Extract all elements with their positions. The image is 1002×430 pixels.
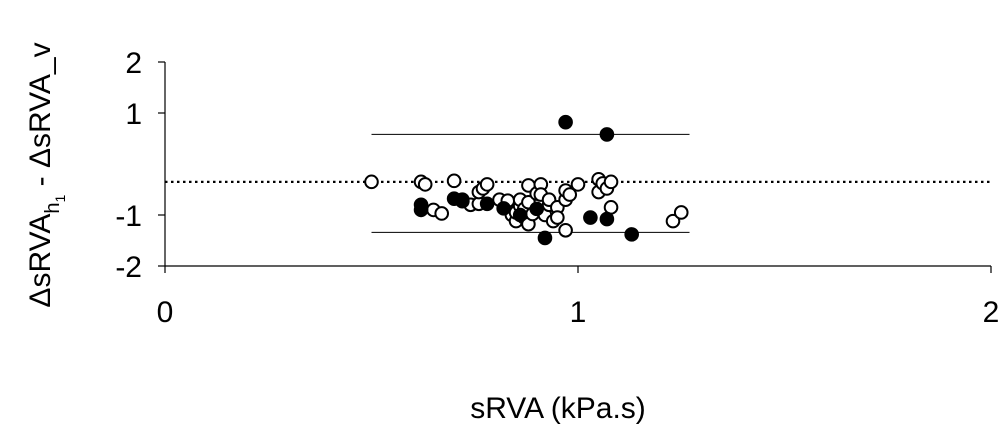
open-point — [673, 205, 689, 220]
y-tick-label: -2 — [115, 251, 142, 284]
open-point — [434, 206, 450, 221]
data-points — [364, 114, 689, 246]
filled-point — [413, 202, 429, 218]
x-axis-title: sRVA (kPa.s) — [470, 392, 646, 425]
filled-point — [455, 193, 470, 209]
open-point — [603, 200, 619, 215]
y-axis-title-sub-h: h — [42, 203, 64, 214]
y-axis-title: ΔsRVAh1 - ΔsRVA_v — [24, 42, 68, 307]
x-tick-label: 0 — [157, 296, 174, 329]
open-point — [417, 177, 433, 192]
open-point — [665, 213, 681, 229]
open-point — [558, 223, 573, 238]
open-point — [364, 174, 379, 190]
filled-point — [558, 114, 573, 130]
y-axis-title-main: ΔsRVA — [24, 214, 57, 308]
ticks: 0 1 2 2 1 -1 -2 — [115, 47, 999, 329]
open-point — [562, 187, 578, 202]
y-tick-label: -1 — [115, 200, 142, 233]
y-tick-label: 2 — [125, 47, 142, 80]
open-point — [446, 173, 462, 189]
open-point — [550, 210, 565, 225]
filled-point — [624, 227, 639, 242]
filled-point — [512, 207, 528, 223]
filled-point — [479, 196, 495, 212]
y-tick-label: 1 — [125, 98, 142, 131]
filled-point — [599, 211, 615, 227]
filled-point — [529, 201, 545, 217]
open-point — [603, 174, 619, 190]
filled-point — [537, 230, 553, 246]
x-tick-label: 1 — [570, 296, 587, 329]
x-tick-label: 2 — [983, 296, 1000, 329]
axes — [164, 62, 991, 267]
y-axis-title-rest: - ΔsRVA_v — [24, 42, 57, 194]
open-point — [570, 177, 586, 192]
filled-point — [583, 210, 598, 225]
filled-point — [599, 127, 615, 142]
filled-point — [496, 201, 511, 216]
y-axis-title-sub-1: 1 — [52, 195, 68, 203]
open-point — [479, 177, 495, 192]
